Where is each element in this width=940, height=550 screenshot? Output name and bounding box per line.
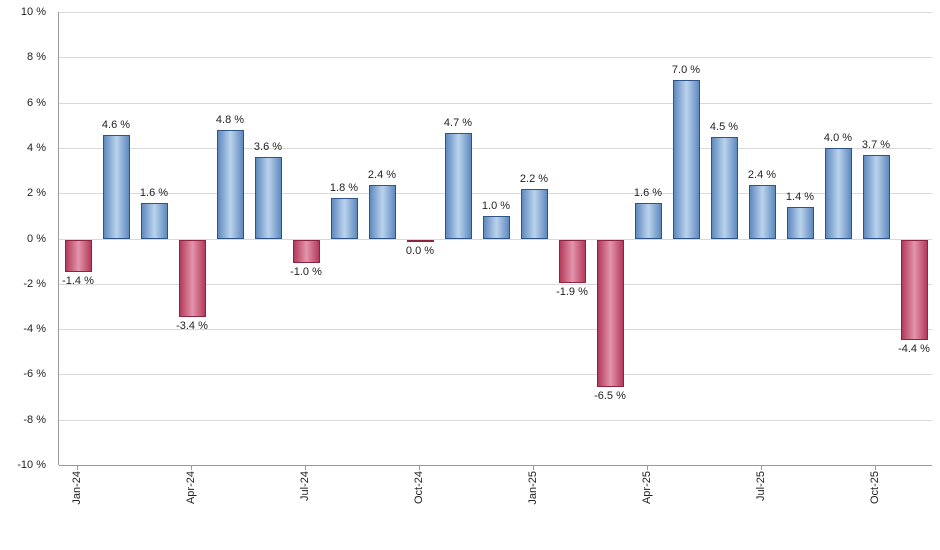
bar-Mar-25 [596, 239, 624, 387]
x-axis-label: Jul-25 [755, 471, 767, 501]
bar-value-label: 4.0 % [823, 131, 853, 144]
bar-Jan-25 [520, 188, 548, 239]
bar-value-label: 4.6 % [101, 118, 131, 131]
x-axis-tick [419, 465, 420, 470]
bar-value-label: 4.8 % [215, 113, 245, 126]
bar-Jan-24 [64, 239, 92, 272]
gridline [59, 147, 932, 149]
y-axis-label: 0 % [27, 232, 46, 245]
x-axis-tick [305, 465, 306, 470]
bar-Dec-24 [482, 215, 510, 239]
x-axis-label: Jan-24 [71, 471, 83, 505]
x-axis-line [59, 465, 932, 466]
bar-value-label: 1.6 % [633, 186, 663, 199]
bar-value-label: 2.4 % [367, 168, 397, 181]
x-axis-tick [647, 465, 648, 470]
x-axis-tick [875, 465, 876, 470]
x-axis-label: Oct-24 [413, 471, 425, 505]
y-axis-label: 10 % [20, 6, 46, 18]
y-axis-label: -8 % [23, 413, 46, 426]
bar-Nov-24 [444, 132, 472, 239]
y-axis-label: 8 % [27, 51, 46, 64]
gridline [59, 12, 932, 13]
x-axis-tick [761, 465, 762, 470]
x-axis-tick [533, 465, 534, 470]
bar-Sep-24 [368, 184, 396, 239]
bar-value-label: -1.4 % [62, 274, 94, 287]
bar-Jun-24 [254, 156, 282, 239]
bar-Apr-25 [634, 202, 662, 239]
gridline [59, 329, 932, 331]
x-axis-label: Apr-24 [185, 471, 197, 505]
plot-area: -1.4 % 4.6 % 1.6 % -3.4 % 4.8 % 3.6 % -1.0 % 1.… [58, 12, 932, 466]
gridline [59, 238, 932, 240]
y-axis-label: -2 % [23, 277, 46, 290]
bar-Feb-24 [102, 134, 130, 239]
bar-value-label: 2.4 % [747, 168, 777, 181]
gridline [59, 57, 932, 59]
gridline [59, 283, 932, 285]
bar-value-label: -6.5 % [594, 389, 626, 402]
bar-value-label: 1.8 % [329, 181, 359, 194]
bar-Sep-25 [824, 147, 852, 239]
bar-value-label: -1.0 % [290, 265, 322, 278]
bar-Apr-24 [178, 239, 206, 317]
x-axis-label: Oct-25 [869, 471, 881, 505]
bar-Aug-24 [330, 197, 358, 239]
bar-value-label: 4.7 % [443, 116, 473, 129]
y-axis-label: 4 % [27, 141, 46, 154]
bar-Oct-24 [406, 239, 434, 242]
bar-Nov-25 [900, 239, 928, 340]
bar-May-24 [216, 129, 244, 239]
bar-Jun-25 [710, 136, 738, 239]
x-axis-label: Jul-24 [299, 471, 311, 501]
gridline [59, 102, 932, 104]
bar-value-label: -4.4 % [898, 342, 930, 355]
bar-Jul-24 [292, 239, 320, 263]
bar-Aug-25 [786, 206, 814, 239]
bar-value-label: 7.0 % [671, 63, 701, 76]
bar-Mar-24 [140, 202, 168, 239]
y-axis-label: -6 % [23, 368, 46, 381]
gridline [59, 419, 932, 421]
bar-value-label: 0.0 % [405, 244, 435, 257]
bar-value-label: 3.7 % [861, 138, 891, 151]
x-axis-label: Apr-25 [641, 471, 653, 505]
x-axis-label: Jan-25 [527, 471, 539, 505]
bar-value-label: 1.0 % [481, 199, 511, 212]
x-axis-tick [77, 465, 78, 470]
bar-value-label: -3.4 % [176, 319, 208, 332]
y-axis-label: -10 % [17, 459, 46, 471]
y-axis-label: 6 % [27, 96, 46, 109]
bar-Jul-25 [748, 184, 776, 239]
y-axis-label: -4 % [23, 323, 46, 336]
bar-value-label: 1.4 % [785, 190, 815, 203]
bar-value-label: -1.9 % [556, 285, 588, 298]
gridline [59, 374, 932, 376]
x-axis-tick [191, 465, 192, 470]
bar-value-label: 3.6 % [253, 140, 283, 153]
y-axis-label: 2 % [27, 187, 46, 200]
bar-Oct-25 [862, 154, 890, 239]
bar-Feb-25 [558, 239, 586, 283]
bar-value-label: 4.5 % [709, 120, 739, 133]
bar-value-label: 1.6 % [139, 186, 169, 199]
bar-May-25 [672, 79, 700, 239]
bar-value-label: 2.2 % [519, 172, 549, 185]
gridline [59, 193, 932, 195]
